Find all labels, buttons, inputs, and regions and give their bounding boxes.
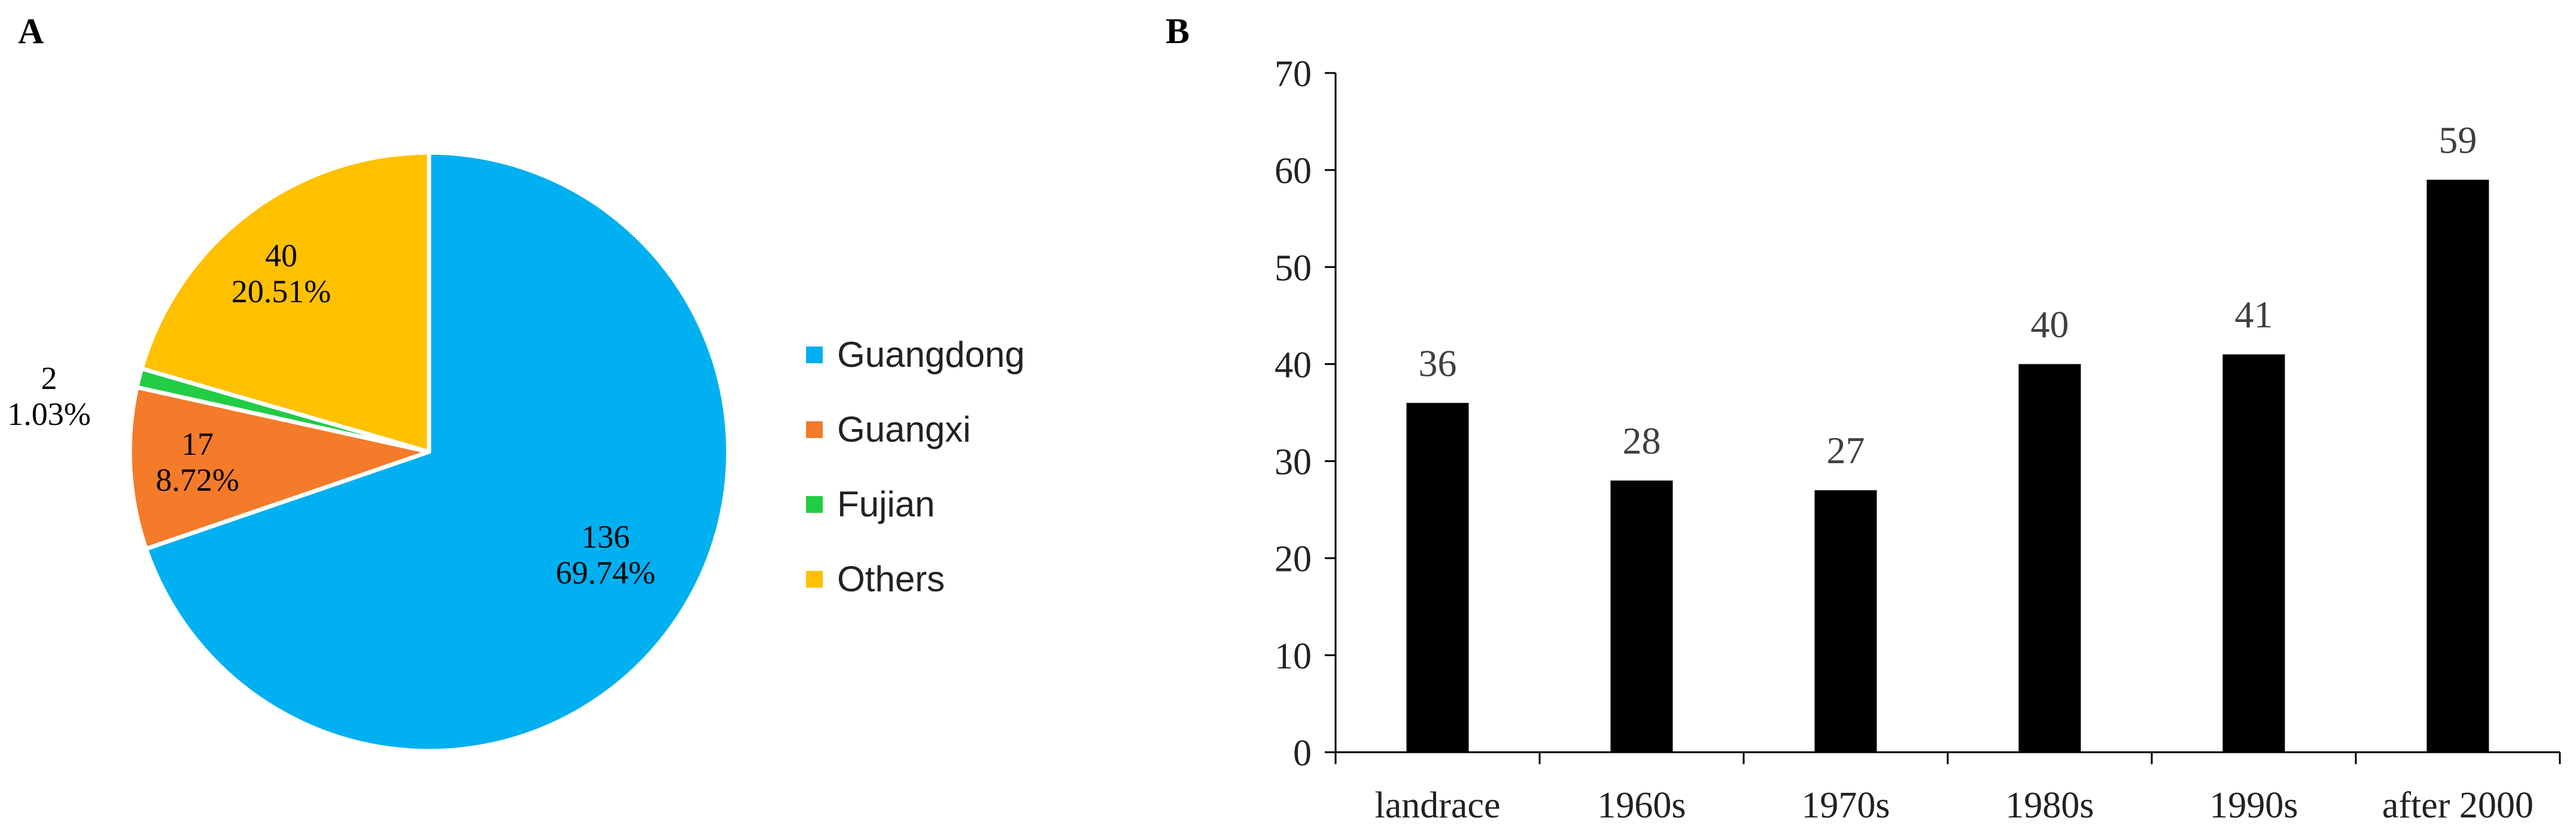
x-category-label: after 2000 xyxy=(2382,785,2534,826)
pie-percent-label-guangdong: 69.74% xyxy=(556,555,655,591)
x-category-label: landrace xyxy=(1375,785,1501,826)
bar-1990s xyxy=(2222,354,2285,752)
legend-swatch-guangdong xyxy=(806,346,823,363)
pie-percent-label-guangxi: 8.72% xyxy=(156,462,239,498)
y-tick-label: 50 xyxy=(1275,248,1312,288)
legend-label-guangdong: Guangdong xyxy=(837,335,1025,375)
x-category-label: 1960s xyxy=(1597,785,1686,826)
bar-data-label: 36 xyxy=(1419,342,1457,384)
y-tick-label: 70 xyxy=(1275,54,1312,95)
pie-value-label-others: 40 xyxy=(265,238,297,273)
bar-data-label: 27 xyxy=(1827,429,1865,472)
bar-after-2000 xyxy=(2426,180,2489,752)
pie-percent-label-fujian: 1.03% xyxy=(7,396,90,432)
pie-slice-guangxi xyxy=(127,385,431,551)
pie-value-label-fujian: 2 xyxy=(41,360,57,396)
bar-landrace xyxy=(1406,403,1469,752)
legend-label-others: Others xyxy=(837,559,945,599)
bar-1970s xyxy=(1814,490,1877,752)
y-tick-label: 20 xyxy=(1275,539,1312,580)
panel-a-label: A xyxy=(18,11,44,51)
x-category-label: 1980s xyxy=(2005,785,2094,826)
y-tick-label: 10 xyxy=(1275,636,1312,677)
panel-b-label: B xyxy=(1166,11,1190,51)
x-category-label: 1970s xyxy=(1801,785,1890,826)
legend-label-guangxi: Guangxi xyxy=(837,409,971,449)
pie-value-label-guangdong: 136 xyxy=(582,519,630,555)
y-tick-label: 40 xyxy=(1275,345,1312,385)
x-category-label: 1990s xyxy=(2209,785,2298,826)
bar-chart: 0 10 20 30 40 50 60 70 36 landrace 28 1960s 27 1970s 4… xyxy=(1275,54,2561,826)
pie-slice-guangdong xyxy=(144,150,731,753)
pie-slice-others xyxy=(139,150,431,454)
legend-swatch-guangxi xyxy=(806,421,823,438)
y-tick-label: 30 xyxy=(1275,442,1312,483)
pie-value-label-guangxi: 17 xyxy=(181,426,214,462)
bar-data-label: 40 xyxy=(2031,303,2069,345)
bar-data-label: 41 xyxy=(2235,293,2273,336)
y-tick-label: 0 xyxy=(1293,733,1312,774)
pie-percent-label-others: 20.51% xyxy=(232,273,331,309)
bar-data-label: 28 xyxy=(1623,419,1661,462)
bar-data-label: 59 xyxy=(2439,118,2477,161)
y-tick-label: 60 xyxy=(1275,151,1312,191)
legend-label-fujian: Fujian xyxy=(837,484,935,524)
bar-1980s xyxy=(2018,364,2081,752)
bar-1960s xyxy=(1610,481,1673,752)
legend-swatch-fujian xyxy=(806,496,823,513)
legend-swatch-others xyxy=(806,571,823,588)
